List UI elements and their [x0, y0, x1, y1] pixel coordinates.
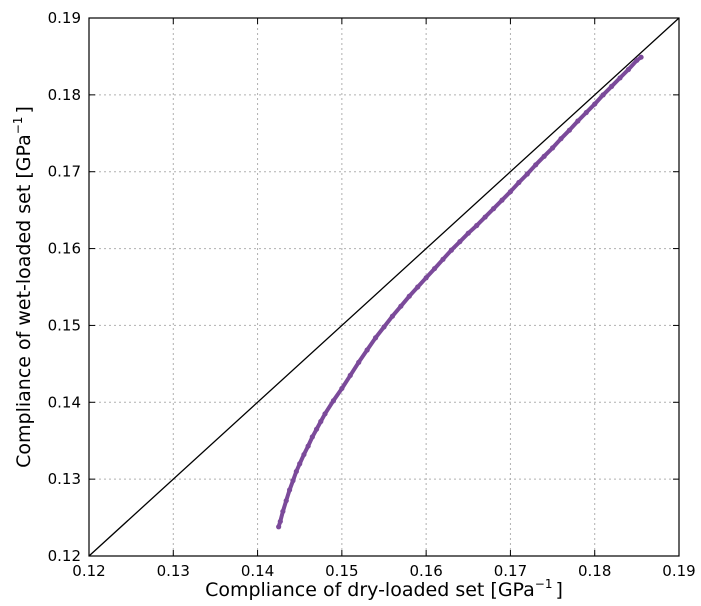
data-point: [499, 197, 505, 203]
data-point: [448, 247, 455, 253]
data-point: [301, 451, 307, 458]
data-point: [330, 398, 337, 404]
data-point: [347, 372, 353, 378]
data-point: [457, 239, 463, 245]
data-point: [339, 385, 345, 392]
y-tick-label: 0.18: [48, 86, 81, 104]
grid-lines: [89, 18, 679, 556]
data-point: [465, 230, 471, 236]
data-point: [322, 411, 328, 417]
data-point: [549, 145, 556, 151]
data-point: [507, 189, 514, 195]
x-tick-label: 0.18: [578, 562, 611, 580]
data-series: [276, 54, 644, 530]
data-point: [276, 524, 282, 530]
y-tick-label: 0.17: [48, 163, 81, 181]
y-tick-labels: 0.12 0.13 0.14 0.15 0.16 0.17 0.18 0.19: [48, 9, 81, 565]
data-point: [592, 101, 598, 107]
y-tick-label: 0.19: [48, 9, 81, 27]
data-point: [608, 83, 615, 90]
data-point: [277, 518, 283, 525]
x-axis-label: Compliance of dry-loaded set [GPa−1]: [205, 577, 563, 601]
data-point: [634, 57, 640, 63]
data-point: [372, 335, 379, 341]
data-point: [423, 275, 429, 281]
data-point: [566, 127, 573, 133]
x-tick-label: 0.13: [157, 562, 190, 580]
data-point: [440, 256, 446, 262]
data-point: [381, 324, 387, 330]
data-point: [305, 443, 311, 449]
plot-frame: [88, 17, 680, 557]
data-point: [600, 92, 606, 98]
data-point: [625, 66, 632, 73]
data-point: [287, 487, 293, 493]
data-point: [280, 508, 286, 515]
data-point: [398, 303, 404, 309]
y-tick-label: 0.12: [48, 547, 81, 565]
data-point: [638, 54, 644, 60]
data-point: [431, 265, 438, 272]
y-axis-label: Compliance of wet-loaded set [GPa−1]: [11, 106, 35, 468]
identity-reference-line: [88, 17, 680, 557]
x-tick-labels: 0.12 0.13 0.14 0.15 0.16 0.17 0.18 0.19: [72, 562, 695, 580]
x-tick-label: 0.15: [325, 562, 358, 580]
x-tick-label: 0.17: [494, 562, 527, 580]
reference-line-layer: [88, 17, 680, 557]
data-point: [364, 347, 370, 353]
y-tick-label: 0.13: [48, 470, 81, 488]
data-point: [583, 109, 589, 116]
data-point: [313, 426, 320, 432]
x-tick-label: 0.14: [241, 562, 274, 580]
data-point: [575, 118, 581, 124]
tick-marks: [88, 17, 680, 557]
x-tick-label: 0.19: [662, 562, 695, 580]
data-point: [406, 293, 412, 299]
data-point: [516, 179, 522, 186]
data-point: [541, 153, 547, 159]
y-tick-label: 0.15: [48, 316, 81, 334]
data-point: [617, 75, 623, 81]
data-point: [524, 171, 530, 177]
data-point: [309, 434, 315, 440]
data-point: [415, 284, 421, 290]
data-point: [293, 468, 299, 475]
data-point: [356, 359, 362, 365]
data-point: [482, 214, 488, 220]
data-point: [533, 162, 539, 168]
data-series-line: [276, 55, 644, 529]
y-tick-label: 0.16: [48, 240, 81, 258]
x-tick-label: 0.16: [409, 562, 442, 580]
data-point: [290, 478, 296, 484]
data-point: [558, 136, 564, 142]
data-point: [283, 498, 289, 504]
data-point: [474, 222, 480, 229]
y-tick-label: 0.14: [48, 393, 81, 411]
data-point: [389, 313, 396, 319]
data-point: [490, 206, 497, 212]
data-point: [318, 418, 324, 425]
data-point: [297, 461, 303, 467]
x-tick-label: 0.12: [72, 562, 105, 580]
